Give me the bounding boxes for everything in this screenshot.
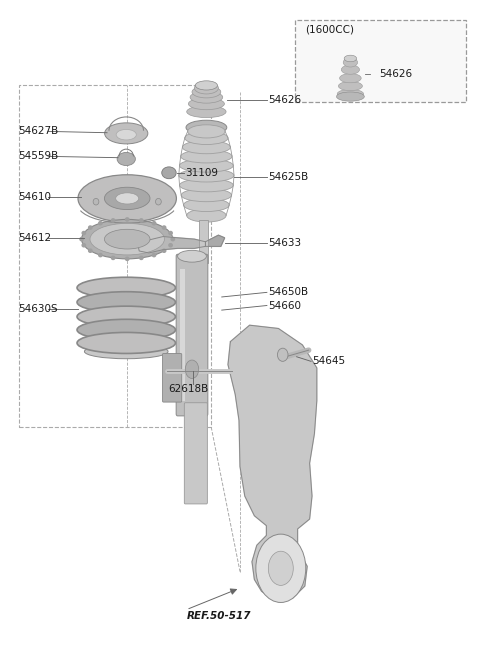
Ellipse shape — [88, 248, 93, 253]
Polygon shape — [228, 325, 317, 599]
Text: 54633: 54633 — [268, 238, 301, 248]
Text: 54645: 54645 — [312, 356, 345, 367]
Ellipse shape — [178, 250, 206, 262]
Ellipse shape — [77, 319, 176, 340]
Ellipse shape — [156, 198, 161, 205]
Ellipse shape — [162, 167, 176, 179]
Ellipse shape — [185, 131, 228, 145]
Text: 62618B: 62618B — [168, 384, 208, 394]
Ellipse shape — [182, 141, 230, 154]
Circle shape — [268, 551, 293, 585]
Ellipse shape — [170, 237, 175, 242]
Ellipse shape — [117, 152, 135, 166]
Ellipse shape — [344, 55, 357, 62]
Text: 54660: 54660 — [268, 300, 301, 311]
Ellipse shape — [181, 189, 232, 202]
Bar — [199, 220, 208, 263]
Ellipse shape — [79, 237, 84, 242]
Ellipse shape — [98, 253, 103, 258]
Ellipse shape — [339, 74, 361, 83]
Ellipse shape — [125, 256, 130, 261]
Ellipse shape — [116, 129, 136, 140]
Ellipse shape — [93, 198, 99, 205]
Ellipse shape — [187, 209, 226, 222]
Ellipse shape — [336, 92, 364, 101]
Ellipse shape — [338, 81, 362, 91]
Ellipse shape — [98, 221, 103, 225]
Ellipse shape — [341, 65, 360, 74]
Bar — [180, 269, 185, 401]
Polygon shape — [205, 235, 225, 246]
FancyBboxPatch shape — [162, 353, 182, 402]
Ellipse shape — [77, 306, 176, 327]
Ellipse shape — [188, 98, 225, 110]
Ellipse shape — [105, 123, 148, 144]
Ellipse shape — [139, 218, 144, 223]
Ellipse shape — [116, 193, 139, 204]
Ellipse shape — [78, 175, 177, 222]
Ellipse shape — [77, 277, 176, 298]
Ellipse shape — [111, 218, 116, 223]
Text: 54625B: 54625B — [268, 172, 308, 183]
Text: 54612: 54612 — [18, 233, 51, 244]
Ellipse shape — [90, 223, 164, 255]
Circle shape — [256, 534, 306, 602]
Ellipse shape — [195, 81, 217, 90]
Ellipse shape — [277, 348, 288, 361]
Text: 54650B: 54650B — [268, 287, 308, 298]
Ellipse shape — [77, 332, 176, 353]
Ellipse shape — [168, 231, 173, 235]
Ellipse shape — [82, 243, 86, 248]
Polygon shape — [138, 237, 205, 253]
Text: REF.50-517: REF.50-517 — [187, 611, 252, 622]
Ellipse shape — [82, 231, 86, 235]
Ellipse shape — [84, 344, 168, 359]
Ellipse shape — [186, 120, 227, 135]
Circle shape — [185, 360, 199, 378]
Ellipse shape — [162, 248, 167, 253]
Text: 54630S: 54630S — [18, 304, 58, 314]
Ellipse shape — [168, 243, 173, 248]
Ellipse shape — [125, 217, 130, 222]
Text: 54559B: 54559B — [18, 151, 59, 162]
Ellipse shape — [152, 253, 156, 258]
Ellipse shape — [152, 221, 156, 225]
Text: 54610: 54610 — [18, 192, 51, 202]
Text: 54626: 54626 — [268, 95, 301, 105]
Ellipse shape — [77, 292, 176, 313]
Text: 31109: 31109 — [185, 168, 218, 178]
Ellipse shape — [139, 256, 144, 260]
Ellipse shape — [337, 89, 364, 99]
Ellipse shape — [194, 82, 218, 94]
Text: 54627B: 54627B — [18, 126, 59, 137]
FancyBboxPatch shape — [176, 254, 208, 416]
Ellipse shape — [190, 91, 223, 103]
FancyBboxPatch shape — [295, 20, 466, 102]
Polygon shape — [122, 238, 142, 246]
Ellipse shape — [88, 225, 93, 230]
Ellipse shape — [179, 169, 234, 182]
Text: (1600CC): (1600CC) — [305, 24, 354, 35]
Ellipse shape — [180, 159, 233, 172]
Ellipse shape — [180, 150, 232, 163]
Ellipse shape — [111, 256, 116, 260]
Ellipse shape — [188, 125, 225, 138]
Ellipse shape — [82, 219, 173, 259]
Ellipse shape — [183, 198, 229, 212]
Text: 54626: 54626 — [379, 69, 412, 79]
Ellipse shape — [180, 179, 233, 192]
Ellipse shape — [104, 187, 150, 210]
Ellipse shape — [162, 225, 167, 230]
FancyBboxPatch shape — [184, 403, 207, 504]
Ellipse shape — [187, 106, 226, 118]
Ellipse shape — [104, 229, 150, 249]
Ellipse shape — [192, 86, 221, 98]
Ellipse shape — [343, 58, 358, 67]
